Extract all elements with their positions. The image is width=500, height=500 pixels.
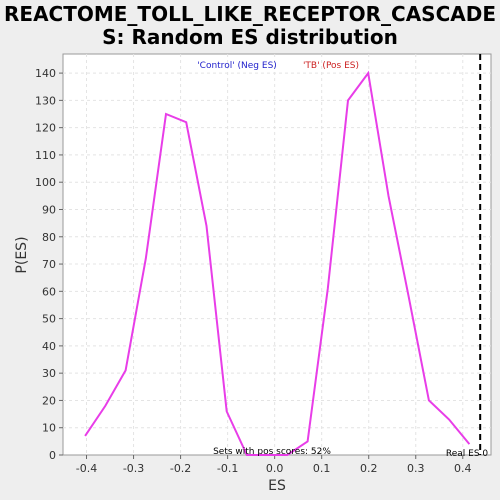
x-tick-label: 0.1: [313, 462, 331, 475]
chart-title-line2: S: Random ES distribution: [102, 25, 398, 49]
y-tick-label: 120: [35, 122, 56, 135]
x-tick-label: -0.2: [170, 462, 191, 475]
y-axis-label: P(ES): [14, 236, 30, 273]
pos-scores-annotation: Sets with pos scores: 52%: [213, 447, 331, 457]
legend-control: 'Control' (Neg ES): [197, 61, 277, 71]
legend-tb: 'TB' (Pos ES): [303, 61, 359, 71]
y-tick-label: 110: [35, 149, 56, 162]
y-tick-label: 100: [35, 176, 56, 189]
y-tick-label: 60: [42, 285, 56, 298]
y-tick-label: 50: [42, 313, 56, 326]
y-tick-label: 10: [42, 422, 56, 435]
y-tick-label: 30: [42, 367, 56, 380]
x-axis-label: ES: [268, 478, 286, 494]
y-tick-label: 90: [42, 203, 56, 216]
y-tick-label: 40: [42, 340, 56, 353]
x-tick-label: -0.4: [76, 462, 97, 475]
x-tick-label: 0.3: [407, 462, 425, 475]
y-tick-label: 0: [49, 449, 56, 462]
x-axis: -0.4 -0.3 -0.2 -0.1 0.0 0.1 0.2 0.3 0.4: [76, 455, 472, 475]
y-tick-label: 70: [42, 258, 56, 271]
y-tick-label: 140: [35, 67, 56, 80]
chart-title-line1: REACTOME_TOLL_LIKE_RECEPTOR_CASCADE: [4, 2, 496, 26]
series-line: [84, 70, 471, 456]
x-tick-label: -0.3: [123, 462, 144, 475]
y-axis: 0 10 20 30 40 50 60 70 80 90 100 110 120 130 140: [35, 67, 63, 462]
y-tick-label: 130: [35, 94, 56, 107]
grid: [63, 54, 491, 455]
x-tick-label: 0.0: [266, 462, 284, 475]
y-tick-label: 80: [42, 231, 56, 244]
x-tick-label: 0.4: [454, 462, 472, 475]
real-es-annotation: Real ES 0: [446, 449, 489, 459]
x-tick-label: 0.2: [360, 462, 378, 475]
plot-area: [62, 53, 492, 456]
y-tick-label: 20: [42, 394, 56, 407]
x-tick-label: -0.1: [217, 462, 238, 475]
